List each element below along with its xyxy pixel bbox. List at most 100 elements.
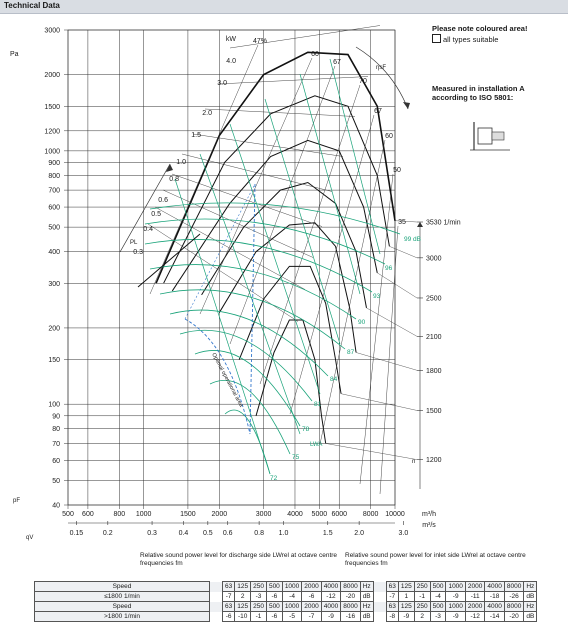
sound-level-label: 99 dB: [404, 236, 421, 243]
inlet-table-caption: Relative sound power level for inlet sid…: [345, 552, 526, 567]
freq-header-cell: 125: [397, 581, 415, 592]
discharge-level-cell: -5: [281, 611, 303, 622]
freq-header-cell: 63: [221, 581, 236, 592]
discharge-level-cell: -7: [221, 591, 236, 602]
power-label: 0.5: [151, 211, 161, 218]
sound-level-curve: [149, 202, 401, 235]
efficiency-label: 70: [359, 78, 367, 85]
system-curve-line: [137, 233, 201, 288]
efficiency-line: [289, 114, 375, 415]
inlet-level-cell: -4: [429, 591, 447, 602]
y-tick-label: 1000: [44, 148, 60, 155]
y-tick-label: 800: [48, 173, 60, 180]
sound-table-row: Speed 63 125 250 500 1000 2000 4000 8000 Hz 63 125 2…: [34, 601, 538, 612]
power-line: [154, 206, 306, 290]
sound-level-curve: [179, 329, 313, 402]
freq-header-cell: 500: [429, 601, 447, 612]
table-spacer: [210, 592, 223, 602]
x-tick-label: 8000: [363, 511, 379, 518]
y-tick-label: 50: [52, 478, 60, 485]
speed-curve: [171, 139, 378, 292]
y-tick-label: 600: [48, 205, 60, 212]
speed-curve: [218, 222, 357, 353]
speed-leader: [341, 393, 418, 411]
y-tick-label: 1500: [44, 104, 60, 111]
speed-label-cell: >1800 1/min: [34, 611, 210, 622]
freq-header-cell: 250: [250, 581, 267, 592]
speed-label-cell: ≤1800 1/min: [34, 591, 210, 602]
inlet-level-cell: -7: [385, 591, 399, 602]
freq-header-cell: 2000: [301, 581, 322, 592]
speed-axis-arrow: [417, 222, 423, 227]
inlet-level-cell: -26: [503, 591, 525, 602]
power-line: [181, 153, 333, 192]
speed-leader: [389, 246, 418, 259]
freq-header-cell: Hz: [523, 581, 538, 592]
x-tick-label: 500: [62, 511, 74, 518]
table-spacer: [373, 601, 387, 612]
y-axis-label: Pa: [10, 51, 19, 58]
inlet-level-cell: 2: [413, 611, 431, 622]
efficiency-label: 67: [333, 59, 341, 66]
freq-header-cell: 63: [385, 601, 399, 612]
inlet-level-cell: -14: [484, 611, 505, 622]
freq-header-cell: 2000: [464, 601, 486, 612]
sound-grid-line: [199, 153, 301, 435]
sound-grid-line: [299, 73, 361, 295]
freq-header-cell: 125: [234, 601, 252, 612]
power-axis-label: PL: [130, 240, 138, 246]
inlet-level-cell: -11: [464, 591, 486, 602]
sound-level-label: 84: [330, 376, 338, 383]
power-label: 1.5: [191, 132, 201, 139]
power-arrow-head: [166, 164, 173, 172]
page-title: Technical Data: [4, 1, 60, 10]
x-tick-label: 600: [82, 511, 94, 518]
efficiency-axis-label: ηsF: [376, 65, 386, 71]
freq-header-cell: 125: [397, 601, 415, 612]
freq-header-cell: 250: [413, 581, 431, 592]
coloured-area-note: Please note coloured area!: [432, 24, 528, 33]
freq-header-cell: 1000: [281, 601, 303, 612]
sound-level-label: 96: [385, 265, 393, 272]
efficiency-label: 60: [385, 133, 393, 140]
power-line: [171, 173, 323, 227]
discharge-level-cell: -10: [234, 611, 252, 622]
power-label: 0.3: [133, 249, 143, 256]
sound-level-label: 78: [302, 426, 310, 433]
inlet-level-cell: -18: [484, 591, 505, 602]
freq-header-cell: 8000: [503, 581, 525, 592]
freq-header-cell: 125: [234, 581, 252, 592]
power-label: 0.8: [169, 176, 179, 183]
freq-header-cell: Hz: [359, 581, 374, 592]
m3s-tick-label: 1.5: [323, 530, 333, 537]
discharge-level-cell: -6: [265, 611, 283, 622]
speed-tick-label: 3000: [426, 255, 442, 262]
speed-leader: [356, 352, 418, 371]
freq-header-cell: Hz: [523, 601, 538, 612]
sound-level-label: 72: [270, 475, 278, 482]
optimal-area-annotation: Optimal operational area: [210, 352, 244, 409]
y-tick-label: 60: [52, 458, 60, 465]
y-tick-label: 100: [48, 402, 60, 409]
m3s-tick-label: 3.0: [399, 530, 409, 537]
sound-level-curve: [159, 289, 346, 350]
efficiency-label: 60: [311, 51, 319, 58]
y-tick-label: 700: [48, 188, 60, 195]
sound-table-row: Speed 63 125 250 500 1000 2000 4000 8000 Hz 63 125 2…: [34, 581, 538, 592]
sound-level-label: 90: [358, 319, 366, 326]
inlet-level-cell: -12: [464, 611, 486, 622]
power-label: 0.4: [143, 226, 153, 233]
y-tick-label: 90: [52, 413, 60, 420]
x-tick-label: 1500: [180, 511, 196, 518]
speed-tick-label: 2500: [426, 295, 442, 302]
efficiency-arrow-line: [355, 46, 409, 110]
power-label: 1.0: [176, 159, 186, 166]
sound-grid-line: [264, 98, 341, 345]
freq-header-cell: 8000: [340, 601, 361, 612]
all-types-note: all types suitable: [432, 34, 498, 44]
sound-grid-line: [174, 178, 271, 475]
sound-level-curve: [224, 409, 271, 475]
speed-leader: [394, 220, 418, 223]
discharge-level-cell: -6: [265, 591, 283, 602]
freq-header-cell: 2000: [464, 581, 486, 592]
